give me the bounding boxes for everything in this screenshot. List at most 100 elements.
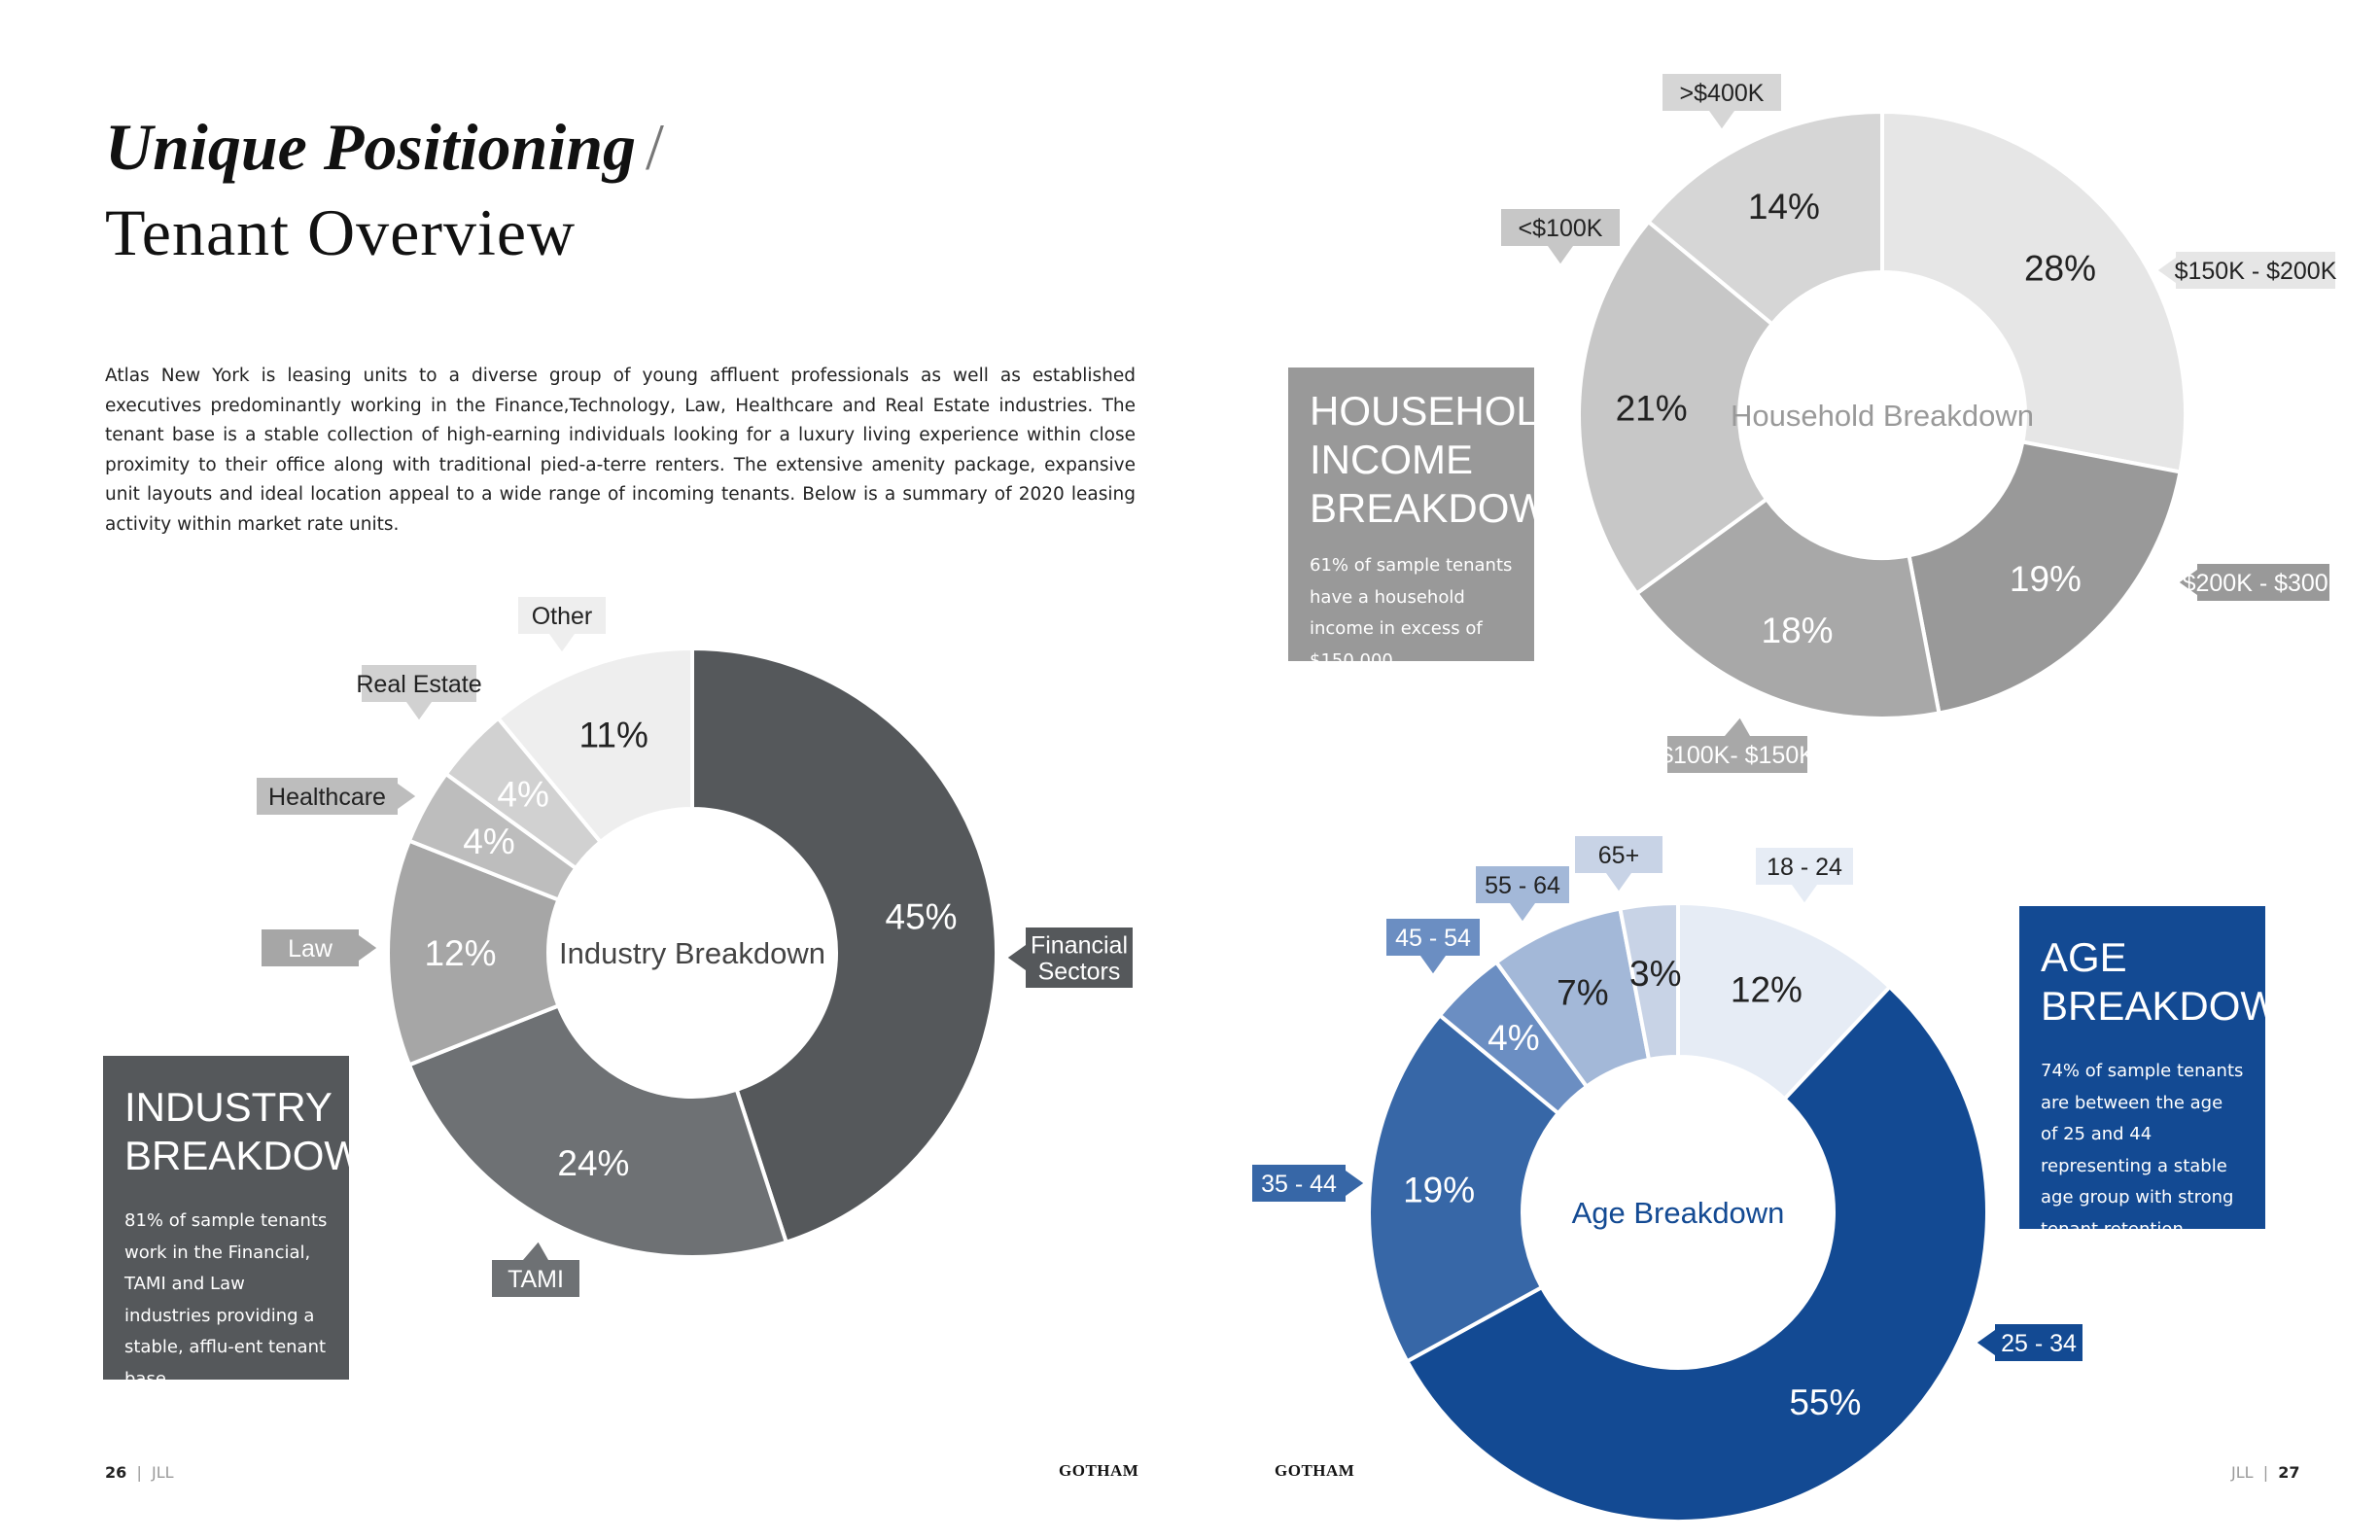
industry-value-label-financial-sectors: 45% (886, 897, 958, 937)
household-slice-100k-150k (1633, 496, 1942, 720)
page-title-main: Unique Positioning (105, 110, 637, 184)
age-value-label-18-24: 12% (1731, 969, 1802, 1009)
industry-value-label-real-estate: 4% (497, 775, 548, 815)
footer-right: JLL | 27 (2231, 1463, 2300, 1482)
page-subtitle: Tenant Overview (105, 195, 577, 269)
footer-left-separator: | (136, 1463, 142, 1482)
household-callout-100k-150k-text: $100K- $150K (1660, 742, 1815, 769)
age-callout-45-54-text: 45 - 54 (1395, 925, 1471, 952)
industry-callout-tami-text: TAMI (508, 1266, 564, 1293)
household-donut-chart: 28% 19% 18% 21% 14% Household Breakdown $150K … (1501, 74, 2345, 773)
title-slash: / (646, 110, 664, 184)
industry-value-label-law: 12% (424, 933, 496, 973)
industry-callout-financial-sectors-box (1007, 928, 1133, 988)
footer-left-brand: JLL (152, 1463, 174, 1482)
footer-right-separator: | (2262, 1463, 2269, 1482)
industry-callout-other: Other (518, 597, 606, 652)
industry-callout-law-text: Law (288, 935, 333, 962)
household-value-label-400k: 14% (1748, 187, 1820, 227)
age-callout-45-54-box (1386, 919, 1480, 974)
industry-donut-chart: 45% 24% 12% 4% 4% 11% Industry Breakdown Financ… (257, 597, 1133, 1297)
household-callout-200k-300k-box (2179, 564, 2329, 601)
household-callout-100k-text: <$100K (1519, 215, 1603, 242)
household-callout-150k-200k: $150K - $200K (2157, 252, 2337, 289)
household-callout-150k-200k-text: $150K - $200K (2175, 258, 2337, 285)
brand-logo-left: GOTHAM (1059, 1461, 1139, 1480)
industry-callout-other-text: Other (532, 603, 593, 630)
industry-value-label-other: 11% (579, 716, 648, 755)
household-slice-150k-200k (1880, 109, 2188, 474)
industry-value-label-healthcare: 4% (463, 822, 514, 861)
household-value-label-100k: 21% (1616, 388, 1688, 428)
industry-callout-financial-sectors-text: Financial (1031, 931, 1128, 959)
age-slice-25-34 (1404, 984, 1989, 1523)
age-box-title-line1: AGE (2041, 934, 2127, 980)
household-slice-200k-300k (1907, 439, 2183, 716)
age-slice-65 (1618, 900, 1680, 1063)
household-info-box: HOUSEHOLD INCOME BREAKDOWN 61% of sample… (1288, 368, 1578, 671)
industry-box-title-line1: INDUSTRY (124, 1084, 332, 1130)
household-box-title-line2: INCOME (1310, 437, 1473, 482)
industry-callout-real-estate: Real Estate (356, 665, 482, 720)
age-info-box: AGE BREAKDOWN 74% of sample tenants are … (2019, 906, 2308, 1240)
industry-callout-financial-sectors-text: Sectors (1038, 958, 1121, 985)
industry-callout-healthcare-text: Healthcare (268, 784, 386, 811)
household-slice-400k (1645, 109, 1884, 328)
household-callout-100k-box (1501, 209, 1620, 264)
industry-callout-real-estate-box (362, 665, 476, 720)
age-value-label-35-44: 19% (1403, 1171, 1475, 1210)
household-value-label-100k-150k: 18% (1762, 611, 1834, 650)
industry-slice-other (495, 646, 694, 845)
household-box-title-line1: HOUSEHOLD (1310, 388, 1569, 434)
industry-callout-healthcare-box (257, 778, 416, 815)
industry-center-label: Industry Breakdown (559, 936, 825, 970)
age-slice-35-44 (1366, 1012, 1561, 1364)
industry-slice-tami (406, 1002, 789, 1259)
age-callout-35-44-text: 35 - 44 (1261, 1171, 1337, 1198)
industry-callout-law-box (262, 929, 377, 966)
age-callout-65-box (1575, 836, 1662, 892)
right-page-number: 27 (2278, 1463, 2300, 1482)
age-callout-55-64: 55 - 64 (1476, 866, 1569, 922)
household-box-text: 61% of sample tenants have a household i… (1310, 555, 1513, 671)
age-callout-65: 65+ (1575, 836, 1662, 892)
household-callout-400k-box (1662, 74, 1781, 129)
household-value-label-200k-300k: 19% (2010, 559, 2082, 599)
industry-callout-tami-box (492, 1242, 579, 1297)
industry-box-title: INDUSTRY BREAKDOWN (124, 1083, 393, 1180)
age-callout-18-24: 18 - 24 (1756, 848, 1853, 903)
industry-info-box: INDUSTRY BREAKDOWN 81% of sample tenants… (103, 1056, 393, 1389)
left-page-number: 26 (105, 1463, 127, 1482)
age-callout-45-54: 45 - 54 (1386, 919, 1480, 974)
household-callout-400k-text: >$400K (1680, 80, 1765, 107)
age-callout-25-34-box (1977, 1324, 2082, 1361)
age-slice-18-24 (1676, 900, 1893, 1102)
household-callout-100k-150k: $100K- $150K (1660, 718, 1815, 773)
age-callout-18-24-text: 18 - 24 (1767, 854, 1842, 881)
age-callout-65-text: 65+ (1598, 842, 1639, 869)
age-box-title: AGE BREAKDOWN (2041, 933, 2308, 1031)
industry-box-title-line2: BREAKDOWN (124, 1133, 393, 1178)
household-callout-100k: <$100K (1501, 209, 1620, 264)
age-value-label-65: 3% (1629, 954, 1681, 994)
age-callout-35-44: 35 - 44 (1252, 1165, 1364, 1202)
household-center-label: Household Breakdown (1731, 399, 2034, 433)
industry-callout-real-estate-text: Real Estate (356, 671, 481, 698)
brand-logo-right: GOTHAM (1275, 1461, 1355, 1480)
age-callout-55-64-text: 55 - 64 (1485, 872, 1560, 899)
industry-value-label-tami: 24% (557, 1143, 629, 1183)
industry-slice-financial-sectors (690, 646, 998, 1245)
footer-right-brand: JLL (2231, 1463, 2254, 1482)
age-box-text: 74% of sample tenants are between the ag… (2041, 1061, 2244, 1240)
household-box-title: HOUSEHOLD INCOME BREAKDOWN (1310, 387, 1578, 533)
household-callout-200k-300k-text: $200K - $300K (2183, 570, 2345, 597)
age-center-label: Age Breakdown (1572, 1196, 1785, 1230)
household-box-title-line3: BREAKDOWN (1310, 485, 1578, 531)
household-callout-100k-150k-box (1667, 718, 1807, 773)
age-callout-35-44-box (1252, 1165, 1364, 1202)
age-callout-18-24-box (1756, 848, 1853, 903)
industry-callout-law: Law (262, 929, 377, 966)
age-callout-25-34: 25 - 34 (1977, 1324, 2082, 1361)
